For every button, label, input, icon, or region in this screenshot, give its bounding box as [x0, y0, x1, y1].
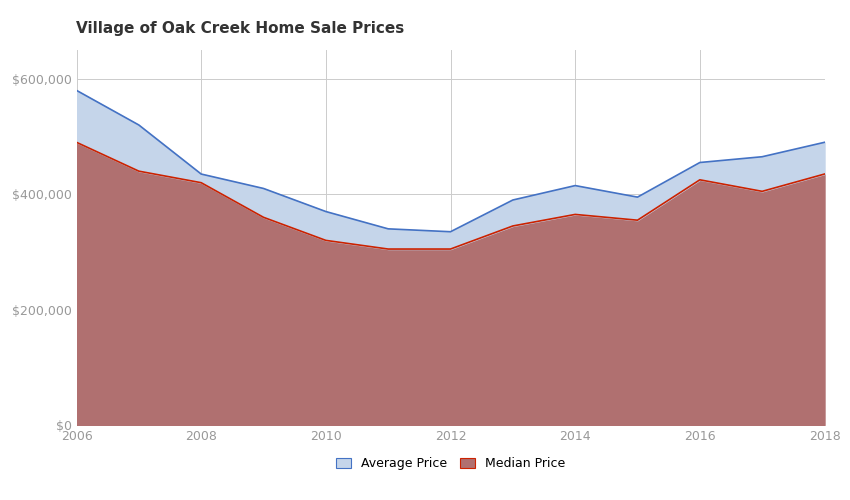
- Legend: Average Price, Median Price: Average Price, Median Price: [331, 452, 570, 475]
- Text: Village of Oak Creek Home Sale Prices: Village of Oak Creek Home Sale Prices: [76, 22, 405, 36]
